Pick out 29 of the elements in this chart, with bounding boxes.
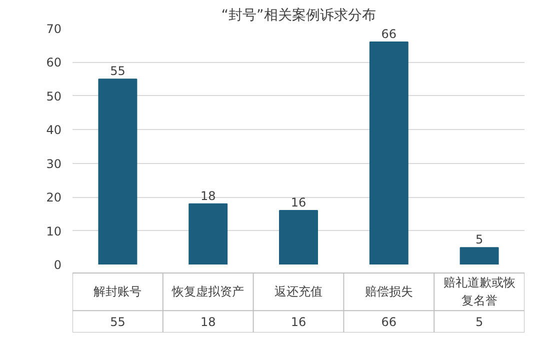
y-tick-label: 10 — [46, 224, 62, 238]
y-tick-label: 60 — [46, 56, 62, 70]
bar — [279, 210, 318, 264]
x-tick-label: 恢复虚拟资产 — [171, 284, 244, 299]
y-tick-label: 30 — [46, 156, 62, 171]
x-tick-label: 解封账号 — [94, 284, 142, 299]
data-label: 5 — [475, 315, 484, 330]
text: 16 — [290, 196, 306, 210]
data-label: 18 — [200, 315, 216, 330]
text: 55 — [110, 64, 126, 78]
x-tick-label: 返还充值 — [274, 284, 322, 299]
bar — [369, 41, 408, 264]
y-tick-label: 40 — [46, 123, 62, 138]
y-tick-label: 70 — [46, 22, 62, 36]
bar — [188, 203, 228, 264]
text: 66 — [381, 26, 397, 41]
x-tick-label: 赔偿损失 — [364, 284, 413, 299]
bar — [460, 247, 499, 264]
data-label: 16 — [290, 315, 306, 330]
bar — [98, 78, 138, 264]
data-label: 66 — [381, 315, 397, 330]
chart-title: “封号”相关案例诉求分布 — [221, 6, 376, 24]
y-tick-label: 20 — [46, 190, 62, 205]
x-tick-label: 赔礼道歉或恢复名誉 — [443, 275, 516, 308]
text: 18 — [200, 188, 216, 203]
data-label: 55 — [110, 315, 126, 330]
y-tick-label: 0 — [54, 258, 62, 272]
y-tick-label: 50 — [46, 89, 62, 104]
text: 5 — [475, 232, 484, 247]
